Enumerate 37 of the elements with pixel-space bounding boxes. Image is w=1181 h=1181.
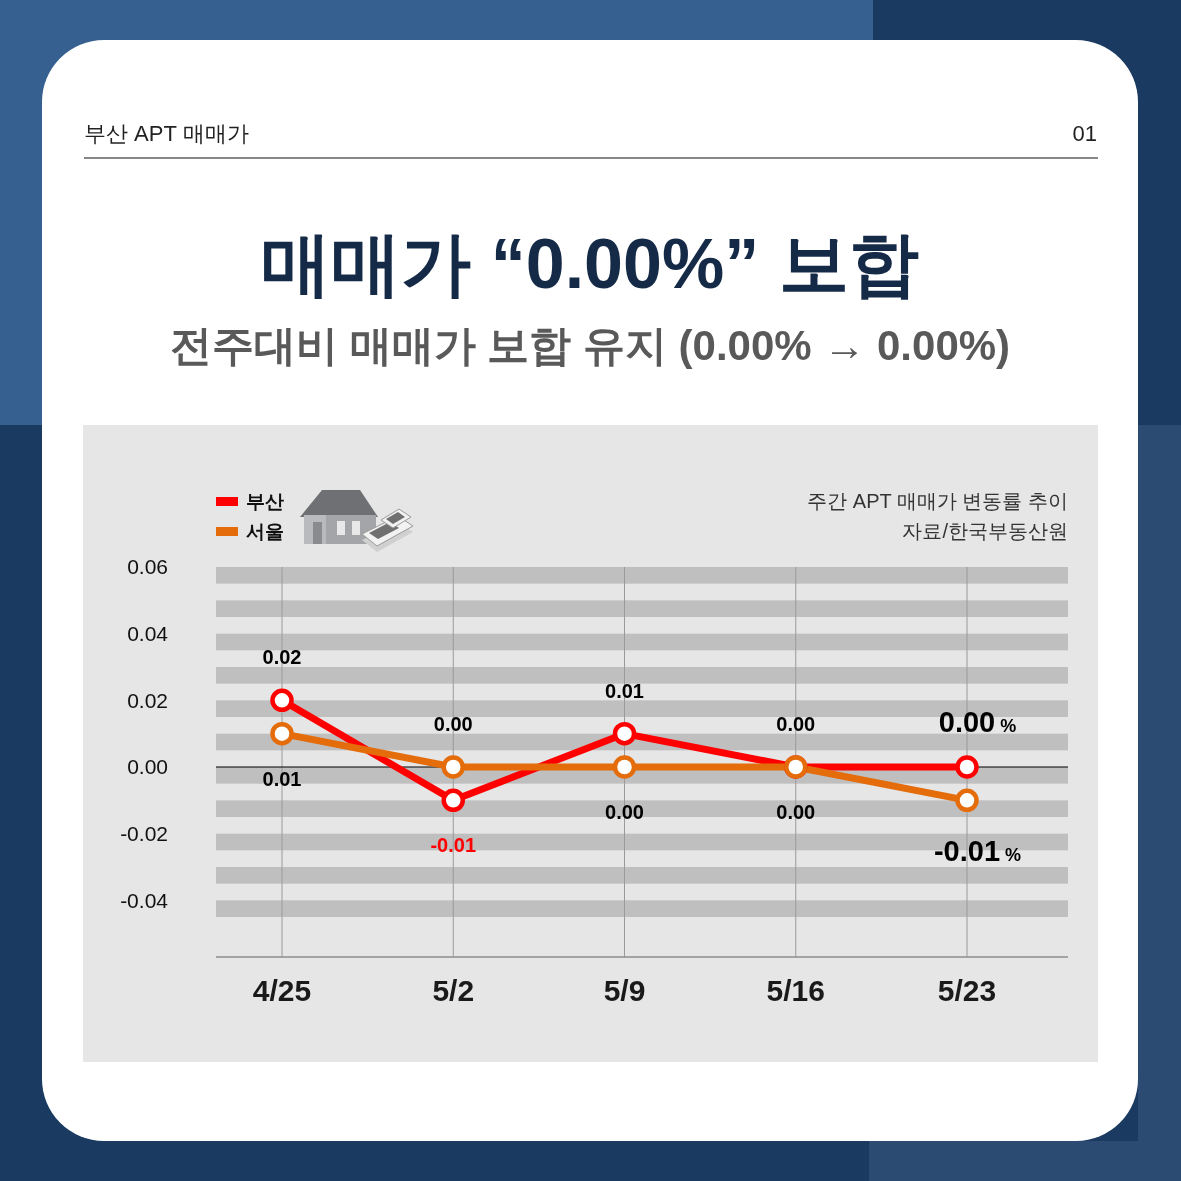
text: 01 <box>1072 121 1097 146</box>
point <box>270 688 294 713</box>
point <box>612 755 637 779</box>
data-label: 0.00 <box>776 801 816 823</box>
x-tick-label: 5/23 <box>937 974 997 1007</box>
chart-subtitle: 전주대비 매매가 보합 유지 (0.00% → 0.00%) <box>169 322 1011 369</box>
data-label: 0.00 <box>605 801 644 823</box>
point <box>955 788 979 813</box>
data-label: 0.02 <box>262 646 302 669</box>
legend-label: 서울 <box>246 521 284 542</box>
y-tick-label: -0.02 <box>120 822 168 846</box>
data-label: 0.00 <box>776 713 816 735</box>
x-tick-label: 5/2 <box>432 974 475 1007</box>
data-label: 0.01 <box>605 679 644 702</box>
legend-label: 부산 <box>246 491 284 512</box>
text: 부산 APT 매매가 <box>84 121 249 146</box>
x-tick-label: 5/16 <box>766 974 825 1007</box>
data-label: -0.01 <box>430 834 477 857</box>
chart-title: 매매가 “0.00%” 보합 <box>261 225 919 303</box>
y-tick-label: -0.04 <box>120 888 169 912</box>
data-label: -0.01 % <box>933 835 1022 868</box>
x-tick-label: 4/25 <box>252 974 312 1007</box>
point <box>441 788 465 813</box>
point <box>955 755 979 779</box>
point <box>441 755 465 779</box>
text: 주간 APT 매매가 변동률 추이 <box>807 490 1068 512</box>
y-tick-label: 0.06 <box>127 555 168 579</box>
y-tick-label: 0.00 <box>127 755 168 779</box>
point <box>612 721 637 746</box>
y-tick-label: 0.04 <box>127 622 169 646</box>
point <box>270 721 294 746</box>
x-tick-label: 5/9 <box>603 974 646 1007</box>
data-label: 0.00 <box>433 713 473 735</box>
data-label: 0.01 <box>262 767 302 790</box>
y-tick-label: 0.02 <box>127 688 168 712</box>
data-label: 0.00 % <box>938 706 1017 738</box>
text: 자료/한국부동산원 <box>902 520 1068 542</box>
